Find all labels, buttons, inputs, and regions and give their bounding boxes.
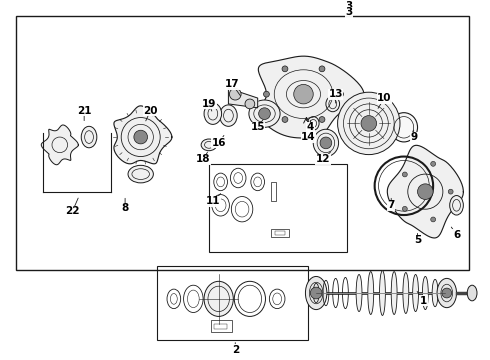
Circle shape (431, 161, 436, 166)
Circle shape (294, 84, 313, 104)
Text: 18: 18 (196, 154, 210, 165)
Text: 3: 3 (345, 1, 353, 11)
Ellipse shape (326, 96, 340, 112)
Ellipse shape (305, 276, 327, 310)
Ellipse shape (432, 279, 438, 307)
Ellipse shape (450, 195, 464, 215)
Circle shape (245, 99, 255, 109)
Text: 11: 11 (206, 197, 220, 206)
Text: 8: 8 (122, 203, 129, 213)
Bar (211, 320, 232, 332)
Text: 17: 17 (225, 80, 240, 89)
Ellipse shape (380, 271, 385, 315)
Circle shape (338, 91, 343, 97)
Ellipse shape (422, 276, 428, 310)
Ellipse shape (390, 113, 417, 142)
Ellipse shape (368, 271, 374, 315)
Ellipse shape (201, 139, 217, 151)
Bar (16, 16, 469, 270)
Circle shape (229, 88, 241, 100)
Polygon shape (114, 106, 172, 164)
Circle shape (320, 137, 332, 149)
Circle shape (417, 184, 433, 199)
Circle shape (282, 117, 288, 122)
Ellipse shape (437, 278, 457, 308)
Text: 19: 19 (202, 99, 216, 109)
Text: 22: 22 (65, 206, 80, 216)
Circle shape (319, 117, 325, 122)
Circle shape (264, 91, 270, 97)
Ellipse shape (356, 274, 362, 311)
Text: 10: 10 (377, 93, 392, 103)
Circle shape (402, 172, 407, 177)
Text: 13: 13 (328, 89, 343, 99)
Circle shape (338, 92, 400, 154)
Circle shape (259, 108, 270, 120)
Ellipse shape (81, 126, 97, 148)
Text: 12: 12 (316, 154, 330, 165)
Ellipse shape (204, 281, 233, 316)
Text: 4: 4 (307, 122, 314, 132)
Text: 7: 7 (388, 200, 395, 210)
Circle shape (361, 116, 377, 131)
Text: 9: 9 (410, 132, 417, 142)
Polygon shape (41, 125, 78, 165)
Text: 3: 3 (345, 7, 353, 17)
Ellipse shape (413, 274, 418, 311)
Ellipse shape (249, 100, 280, 127)
Ellipse shape (313, 129, 339, 157)
Ellipse shape (391, 271, 397, 315)
Bar (214, 324, 227, 329)
Bar (157, 266, 308, 340)
Polygon shape (228, 88, 258, 108)
Text: 16: 16 (211, 138, 226, 148)
Ellipse shape (467, 285, 477, 301)
Text: 2: 2 (232, 345, 239, 355)
Text: 6: 6 (453, 230, 460, 239)
Ellipse shape (403, 273, 409, 314)
Circle shape (442, 288, 452, 298)
Text: 21: 21 (77, 106, 92, 116)
Circle shape (431, 217, 436, 222)
Circle shape (134, 130, 147, 144)
Bar (271, 229, 289, 238)
Polygon shape (387, 145, 464, 238)
Ellipse shape (307, 117, 319, 130)
Bar (209, 165, 347, 252)
Circle shape (319, 66, 325, 72)
Text: 20: 20 (143, 106, 158, 116)
Text: 14: 14 (301, 132, 316, 142)
Bar (271, 182, 276, 201)
Text: 15: 15 (250, 122, 265, 132)
Circle shape (310, 287, 322, 299)
Text: 5: 5 (414, 235, 421, 246)
Text: 1: 1 (420, 296, 427, 306)
Ellipse shape (220, 105, 237, 126)
Ellipse shape (204, 103, 221, 125)
Bar (275, 231, 285, 234)
Polygon shape (258, 56, 364, 138)
Ellipse shape (128, 165, 153, 183)
Circle shape (282, 66, 288, 72)
Circle shape (402, 206, 407, 211)
Circle shape (448, 189, 453, 194)
